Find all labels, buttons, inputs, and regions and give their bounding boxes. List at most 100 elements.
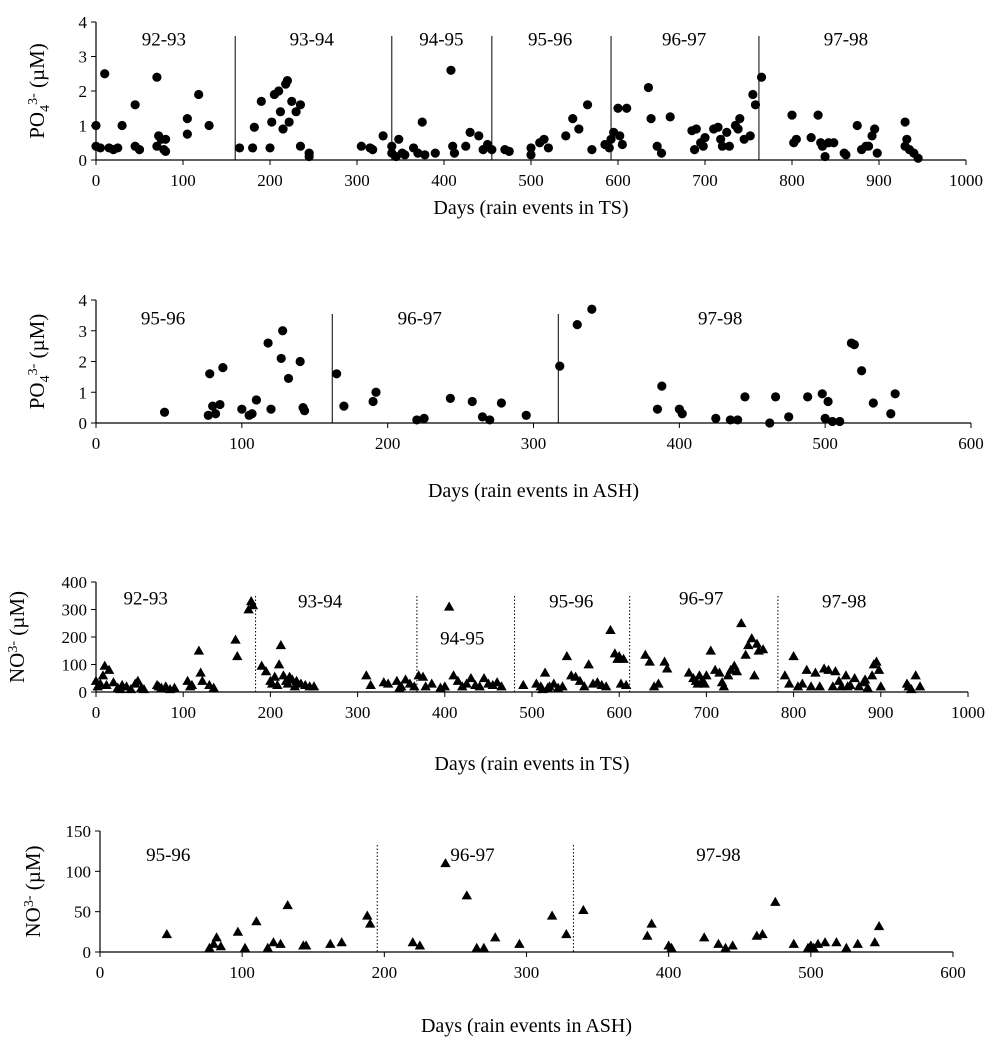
data-point: [845, 679, 856, 690]
data-point: [169, 682, 180, 692]
data-point: [400, 150, 410, 160]
y-tick-label: 400: [62, 573, 88, 592]
data-point: [256, 96, 266, 106]
data-point: [490, 932, 501, 942]
data-point: [232, 651, 243, 661]
data-point: [722, 127, 732, 137]
data-point: [339, 401, 349, 411]
data-point: [902, 134, 912, 144]
data-point: [272, 679, 283, 690]
data-point: [852, 120, 862, 131]
data-point: [817, 389, 827, 399]
data-point: [561, 651, 573, 661]
data-point: [910, 670, 921, 680]
data-point: [646, 918, 657, 928]
y-tick-label: 4: [79, 13, 88, 32]
data-point: [868, 398, 878, 408]
data-point: [262, 942, 273, 952]
data-point: [269, 671, 280, 681]
data-point: [574, 675, 586, 685]
data-point: [452, 675, 464, 685]
data-point: [859, 674, 871, 684]
data-point: [819, 937, 831, 947]
data-point: [841, 942, 852, 952]
data-point: [900, 117, 910, 127]
data-point: [705, 645, 716, 655]
data-point: [113, 143, 123, 153]
data-point: [267, 117, 277, 127]
data-point: [756, 72, 767, 82]
data-point: [829, 138, 839, 148]
data-point: [446, 65, 456, 75]
panel-3-no3-ts: 0 100 200 300 400 500 600 700 800 900 1000 0 100 200 3…: [5, 573, 985, 775]
data-point: [733, 124, 743, 134]
data-point: [820, 413, 830, 423]
x-tick-label: 200: [257, 171, 283, 190]
data-point: [665, 112, 675, 122]
x-tick-label: 800: [779, 171, 805, 190]
data-point: [278, 326, 288, 336]
y-tick-label: 300: [62, 601, 88, 620]
data-point: [420, 150, 430, 160]
data-point: [232, 926, 244, 936]
data-point: [801, 664, 812, 674]
data-point: [875, 681, 886, 691]
data-point: [215, 941, 227, 951]
x-axis-title: Days (rain events in ASH): [428, 480, 639, 502]
data-point: [803, 392, 813, 402]
data-point: [400, 674, 411, 684]
season-label: 96-97: [662, 29, 706, 50]
data-point: [218, 363, 228, 373]
data-point: [461, 141, 471, 151]
data-point: [714, 667, 725, 677]
data-point: [391, 675, 403, 685]
data-point: [365, 679, 376, 690]
data-point: [295, 100, 306, 110]
data-point: [449, 148, 460, 158]
data-point: [295, 141, 306, 151]
data-point: [478, 673, 490, 683]
data-point: [797, 678, 808, 688]
data-point: [659, 656, 670, 666]
data-point: [713, 122, 723, 132]
data-point: [740, 649, 751, 659]
y-tick-label: 0: [83, 943, 92, 962]
x-tick-label: 700: [694, 703, 720, 722]
x-tick-label: 600: [940, 963, 966, 982]
y-tick-label: 3: [79, 322, 88, 341]
data-point: [443, 601, 455, 611]
y-axis-title: PO43- (µM): [25, 43, 53, 139]
season-label: 97-98: [824, 29, 868, 50]
data-point: [368, 396, 378, 407]
season-label: 97-98: [822, 591, 866, 612]
data-point: [871, 656, 882, 666]
data-point: [263, 338, 273, 348]
data-point: [239, 942, 251, 952]
data-point: [548, 678, 559, 688]
data-point: [578, 904, 589, 914]
data-point: [683, 667, 695, 677]
x-tick-label: 700: [692, 171, 718, 190]
y-tick-label: 2: [79, 82, 88, 101]
data-point: [653, 678, 664, 688]
data-point: [234, 143, 245, 153]
data-point: [661, 663, 673, 673]
data-point: [863, 141, 874, 151]
data-point: [579, 681, 590, 691]
x-tick-label: 200: [375, 434, 401, 453]
data-point: [300, 940, 312, 950]
x-tick-label: 300: [345, 703, 371, 722]
data-point: [284, 117, 294, 127]
data-point: [485, 415, 495, 425]
data-point: [757, 644, 769, 654]
data-point: [282, 900, 293, 910]
data-point: [840, 670, 852, 680]
data-point: [445, 393, 455, 403]
data-point: [159, 407, 170, 417]
x-tick-label: 900: [866, 171, 892, 190]
data-point: [805, 681, 817, 691]
data-point: [256, 660, 267, 670]
data-point: [368, 145, 378, 155]
data-point: [791, 134, 801, 144]
